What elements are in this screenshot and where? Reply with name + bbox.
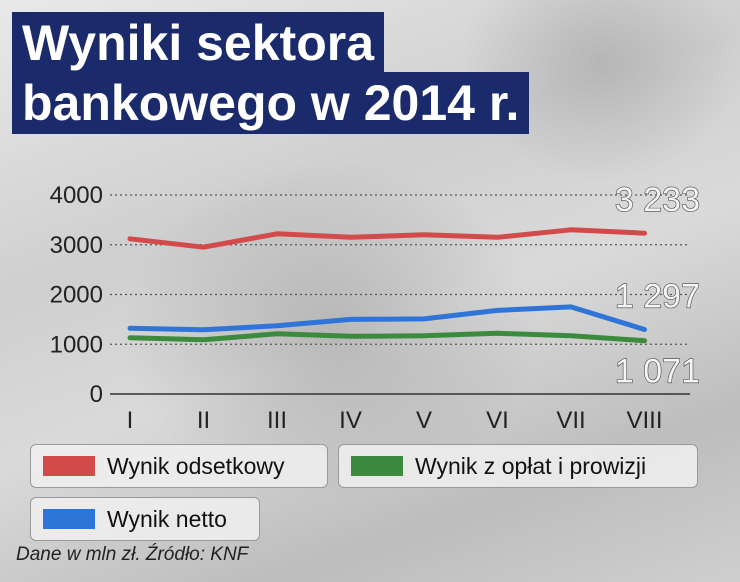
chart-title: Wyniki sektora bankowego w 2014 r. bbox=[12, 12, 530, 134]
legend-label-interest: Wynik odsetkowy bbox=[107, 452, 285, 479]
y-tick-label: 1000 bbox=[50, 331, 103, 358]
x-tick-label: VIII bbox=[626, 407, 662, 434]
title-line-1: Wyniki sektora bbox=[12, 12, 385, 74]
end-value-label: 3 233 bbox=[615, 181, 700, 219]
legend-swatch-interest bbox=[43, 456, 95, 476]
y-tick-label: 3000 bbox=[50, 232, 103, 259]
y-tick-label: 2000 bbox=[50, 282, 103, 309]
y-tick-label: 0 bbox=[90, 381, 103, 408]
source-note: Dane w mln zł. Źródło: KNF bbox=[16, 544, 249, 565]
series-line bbox=[127, 227, 647, 250]
legend-item-interest: Wynik odsetkowy bbox=[30, 444, 328, 488]
legend-item-net: Wynik netto bbox=[30, 497, 260, 541]
x-tick-label: IV bbox=[339, 407, 362, 434]
legend-item-fees: Wynik z opłat i prowizji bbox=[338, 444, 698, 488]
x-tick-label: VII bbox=[556, 407, 585, 434]
x-tick-label: II bbox=[197, 407, 210, 434]
end-value-label: 1 297 bbox=[615, 277, 700, 315]
legend-label-fees: Wynik z opłat i prowizji bbox=[415, 452, 647, 479]
y-tick-label: 4000 bbox=[50, 182, 103, 209]
end-value-label: 1 071 bbox=[615, 353, 700, 391]
x-tick-label: I bbox=[127, 407, 134, 434]
x-tick-label: VI bbox=[486, 407, 509, 434]
legend-swatch-net bbox=[43, 509, 95, 529]
series-line bbox=[127, 304, 647, 333]
legend-swatch-fees bbox=[351, 456, 403, 476]
x-tick-label: V bbox=[416, 407, 432, 434]
title-line-2: bankowego w 2014 r. bbox=[12, 72, 530, 134]
series-line bbox=[127, 330, 647, 344]
x-tick-label: III bbox=[267, 407, 287, 434]
legend-label-net: Wynik netto bbox=[107, 505, 227, 532]
